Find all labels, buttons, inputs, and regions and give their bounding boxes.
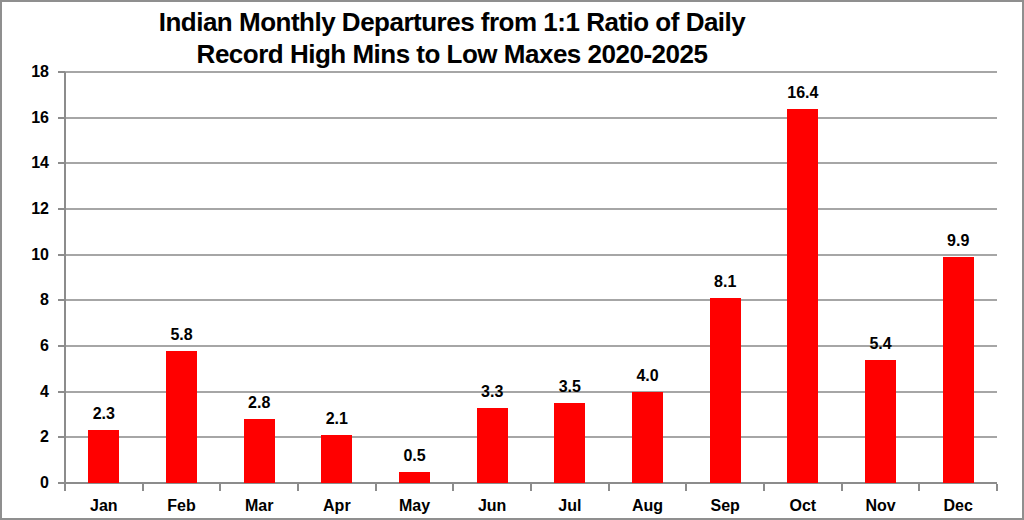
x-axis-tick: [452, 484, 454, 491]
x-axis-tick: [530, 484, 532, 491]
bar-jun: [477, 408, 508, 483]
y-axis-label: 16: [7, 110, 49, 126]
x-axis-label: Nov: [849, 497, 913, 515]
bar-value-label: 5.8: [150, 326, 214, 344]
chart-title-line-2: Record High Mins to Low Maxes 2020-2025: [2, 38, 902, 70]
y-axis-label: 8: [7, 292, 49, 308]
bar-sep: [710, 298, 741, 483]
bar-value-label: 0.5: [383, 447, 447, 465]
x-axis-label: May: [383, 497, 447, 515]
x-axis-label: Jul: [538, 497, 602, 515]
y-axis-label: 10: [7, 247, 49, 263]
x-axis-label: Feb: [150, 497, 214, 515]
bar-value-label: 3.3: [460, 383, 524, 401]
y-gridline: [65, 436, 997, 438]
x-axis-tick: [219, 484, 221, 491]
y-gridline: [65, 208, 997, 210]
bar-nov: [865, 360, 896, 483]
bar-value-label: 16.4: [771, 84, 835, 102]
bar-may: [399, 472, 430, 483]
chart-title: Indian Monthly Departures from 1:1 Ratio…: [2, 6, 902, 70]
bar-value-label: 4.0: [616, 367, 680, 385]
x-axis-tick: [64, 484, 66, 491]
x-axis-label: Mar: [227, 497, 291, 515]
chart-title-line-1: Indian Monthly Departures from 1:1 Ratio…: [2, 6, 902, 38]
plot-area: 0246810121416182.3Jan5.8Feb2.8Mar2.1Apr0…: [2, 2, 1024, 520]
x-axis-label: Oct: [771, 497, 835, 515]
x-axis-tick: [996, 484, 998, 491]
x-axis-tick: [763, 484, 765, 491]
bar-value-label: 8.1: [693, 273, 757, 291]
x-axis-label: Jun: [460, 497, 524, 515]
x-axis-tick: [375, 484, 377, 491]
bar-jul: [554, 403, 585, 483]
y-axis-label: 2: [7, 429, 49, 445]
y-axis-label: 4: [7, 384, 49, 400]
bar-aug: [632, 392, 663, 483]
x-axis-tick: [142, 484, 144, 491]
y-axis-label: 14: [7, 155, 49, 171]
bar-value-label: 2.8: [227, 394, 291, 412]
y-gridline: [65, 71, 997, 73]
y-gridline: [65, 254, 997, 256]
chart-frame: Indian Monthly Departures from 1:1 Ratio…: [0, 0, 1024, 520]
x-axis-label: Sep: [693, 497, 757, 515]
y-gridline: [65, 162, 997, 164]
y-gridline: [65, 117, 997, 119]
x-axis-tick: [918, 484, 920, 491]
bar-jan: [88, 430, 119, 483]
bar-dec: [943, 257, 974, 483]
y-gridline: [65, 299, 997, 301]
y-axis-line: [64, 72, 66, 484]
x-axis-tick: [685, 484, 687, 491]
bar-value-label: 9.9: [926, 232, 990, 250]
x-axis-label: Apr: [305, 497, 369, 515]
bar-feb: [166, 351, 197, 483]
x-axis-label: Dec: [926, 497, 990, 515]
bar-value-label: 2.3: [72, 405, 136, 423]
bar-value-label: 3.5: [538, 378, 602, 396]
bar-mar: [244, 419, 275, 483]
bar-value-label: 5.4: [849, 335, 913, 353]
y-gridline: [65, 391, 997, 393]
bar-value-label: 2.1: [305, 410, 369, 428]
y-axis-label: 12: [7, 201, 49, 217]
y-axis-label: 0: [7, 475, 49, 491]
y-axis-label: 6: [7, 338, 49, 354]
x-axis-label: Aug: [616, 497, 680, 515]
bar-apr: [321, 435, 352, 483]
x-axis-tick: [841, 484, 843, 491]
x-axis-tick: [297, 484, 299, 491]
x-axis-tick: [608, 484, 610, 491]
x-axis-label: Jan: [72, 497, 136, 515]
bar-oct: [787, 109, 818, 483]
